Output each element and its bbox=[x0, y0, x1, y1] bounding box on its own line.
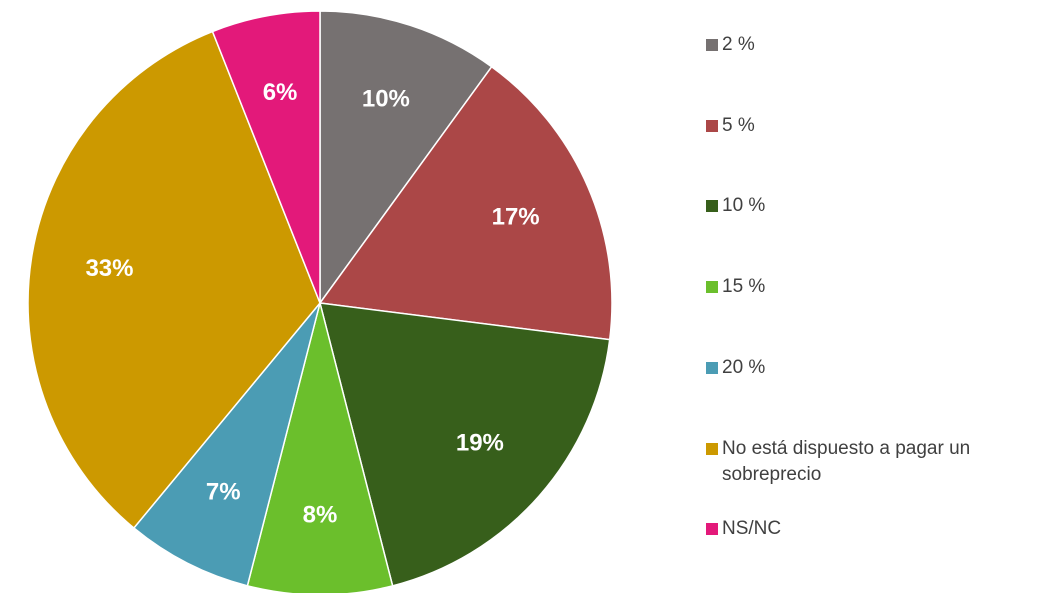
legend-swatch bbox=[706, 361, 718, 374]
slice bbox=[211, 10, 321, 304]
slice bbox=[319, 10, 493, 306]
legend-swatch bbox=[706, 119, 718, 132]
legend-item: NS/NC bbox=[706, 516, 1046, 542]
data-label: 33% bbox=[85, 255, 133, 282]
legend-swatch bbox=[706, 39, 718, 51]
legend-swatch bbox=[706, 200, 718, 213]
legend-label: 2 % bbox=[722, 34, 755, 55]
legend-label: NS/NC bbox=[722, 518, 782, 540]
slice bbox=[27, 30, 321, 530]
legend-label: 20 % bbox=[722, 356, 766, 378]
legend-label: 15 % bbox=[722, 276, 766, 298]
data-label: 17% bbox=[492, 204, 540, 231]
slice bbox=[318, 302, 611, 587]
slice bbox=[246, 302, 394, 593]
slice bbox=[318, 65, 613, 341]
pie: 10% 17% 19% 8% 7% 33% 6% bbox=[27, 10, 613, 593]
legend-label: 10 % bbox=[722, 195, 766, 217]
data-label: 10% bbox=[362, 86, 410, 113]
data-label: 6% bbox=[263, 79, 298, 106]
legend-swatch bbox=[706, 281, 718, 294]
legend-item: 15 % bbox=[706, 274, 1046, 300]
legend-swatch bbox=[706, 523, 718, 536]
slice bbox=[132, 302, 321, 587]
legend-label: 5 % bbox=[722, 114, 755, 136]
legend-item: 2 % bbox=[706, 32, 1046, 58]
data-label: 8% bbox=[303, 502, 338, 529]
legend-label: No está dispuesto a pagar un sobreprecio bbox=[722, 437, 971, 485]
data-label: 7% bbox=[206, 478, 241, 505]
data-label: 19% bbox=[456, 429, 504, 456]
legend-item: 5 % bbox=[706, 113, 1046, 139]
legend-item: 10 % bbox=[706, 193, 1046, 219]
legend-item: No está dispuesto a pagar un sobreprecio bbox=[706, 436, 1046, 488]
legend-item: 20 % bbox=[706, 355, 1046, 381]
legend-swatch bbox=[706, 442, 718, 455]
